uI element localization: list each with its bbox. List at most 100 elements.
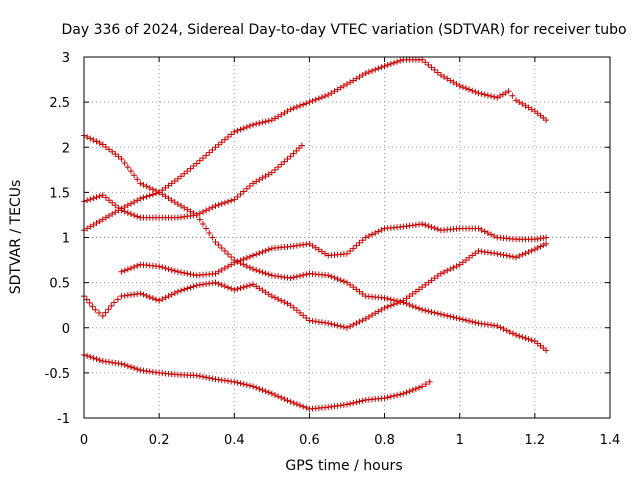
data-point bbox=[462, 257, 469, 264]
data-point bbox=[231, 378, 238, 385]
data-point bbox=[450, 79, 457, 86]
series-track-1 bbox=[81, 56, 550, 234]
data-point bbox=[262, 118, 269, 125]
data-point bbox=[246, 122, 253, 129]
data-point bbox=[225, 263, 232, 270]
data-point bbox=[237, 380, 244, 387]
data-point bbox=[419, 306, 426, 313]
data-point bbox=[84, 197, 91, 204]
data-point bbox=[112, 151, 119, 158]
data-point bbox=[456, 82, 463, 89]
data-point bbox=[265, 171, 272, 178]
data-point bbox=[118, 268, 125, 275]
data-point bbox=[322, 93, 329, 100]
data-point bbox=[256, 176, 263, 183]
data-point bbox=[184, 285, 191, 292]
data-point bbox=[372, 229, 379, 236]
data-point bbox=[149, 295, 156, 302]
data-point bbox=[528, 247, 535, 254]
series-track-3 bbox=[81, 132, 550, 354]
y-tick-label: 2.5 bbox=[49, 96, 70, 111]
series-track-5 bbox=[81, 240, 550, 331]
data-point bbox=[428, 277, 435, 284]
data-point bbox=[381, 304, 388, 311]
data-point bbox=[259, 269, 266, 276]
data-point bbox=[447, 77, 454, 84]
data-point bbox=[325, 320, 332, 327]
data-point bbox=[96, 218, 103, 225]
data-point bbox=[105, 306, 112, 313]
data-point bbox=[353, 242, 360, 249]
data-point bbox=[118, 155, 125, 162]
data-point bbox=[337, 277, 344, 284]
data-point bbox=[478, 226, 485, 233]
data-point bbox=[297, 272, 304, 279]
data-point bbox=[390, 392, 397, 399]
data-point bbox=[140, 194, 147, 201]
data-point bbox=[344, 250, 350, 257]
data-point bbox=[287, 275, 294, 282]
data-point bbox=[199, 155, 206, 162]
data-point bbox=[106, 212, 113, 219]
data-point bbox=[174, 175, 181, 182]
data-point bbox=[322, 250, 329, 257]
data-point bbox=[149, 186, 156, 193]
data-point bbox=[187, 165, 194, 172]
data-point bbox=[309, 97, 316, 104]
data-point bbox=[259, 387, 266, 394]
data-point bbox=[290, 105, 297, 112]
data-point bbox=[99, 313, 106, 320]
data-point bbox=[187, 284, 194, 291]
data-point bbox=[422, 222, 429, 229]
data-point bbox=[121, 361, 128, 368]
data-point bbox=[431, 275, 438, 282]
data-point bbox=[196, 373, 203, 380]
data-point bbox=[293, 147, 300, 154]
x-tick-label: 0.4 bbox=[224, 433, 245, 448]
data-point bbox=[134, 197, 141, 204]
data-point bbox=[240, 188, 247, 195]
data-point bbox=[168, 197, 175, 204]
data-point bbox=[246, 253, 253, 260]
data-point bbox=[340, 82, 347, 89]
data-point bbox=[462, 317, 469, 324]
data-point bbox=[359, 397, 366, 404]
data-point bbox=[484, 229, 491, 236]
data-point bbox=[315, 246, 322, 253]
data-point bbox=[225, 134, 232, 141]
data-point bbox=[121, 160, 128, 167]
data-point bbox=[115, 204, 122, 211]
data-point bbox=[290, 304, 297, 311]
data-point bbox=[115, 153, 122, 160]
data-point bbox=[378, 306, 385, 313]
data-point bbox=[196, 157, 203, 164]
data-point bbox=[365, 313, 372, 320]
data-point bbox=[409, 290, 416, 297]
data-point bbox=[425, 308, 432, 315]
data-point bbox=[290, 274, 297, 281]
data-point bbox=[184, 270, 191, 277]
data-point bbox=[108, 302, 115, 309]
data-point bbox=[225, 284, 232, 291]
data-point bbox=[441, 311, 448, 318]
data-point bbox=[284, 108, 291, 115]
data-point bbox=[181, 170, 188, 177]
data-point bbox=[259, 174, 266, 181]
data-point bbox=[381, 63, 388, 70]
data-point bbox=[203, 207, 210, 214]
data-point bbox=[428, 224, 435, 231]
data-point bbox=[437, 270, 444, 277]
data-point bbox=[174, 288, 181, 295]
data-point bbox=[426, 378, 433, 385]
data-point bbox=[500, 325, 507, 332]
data-point bbox=[93, 220, 100, 227]
data-point bbox=[303, 271, 310, 278]
data-point bbox=[494, 322, 501, 329]
data-point bbox=[287, 106, 294, 113]
data-point bbox=[199, 373, 206, 380]
data-point bbox=[153, 296, 160, 303]
data-point bbox=[331, 88, 338, 95]
data-point bbox=[497, 93, 504, 100]
data-point bbox=[384, 295, 391, 302]
data-point bbox=[109, 148, 116, 155]
